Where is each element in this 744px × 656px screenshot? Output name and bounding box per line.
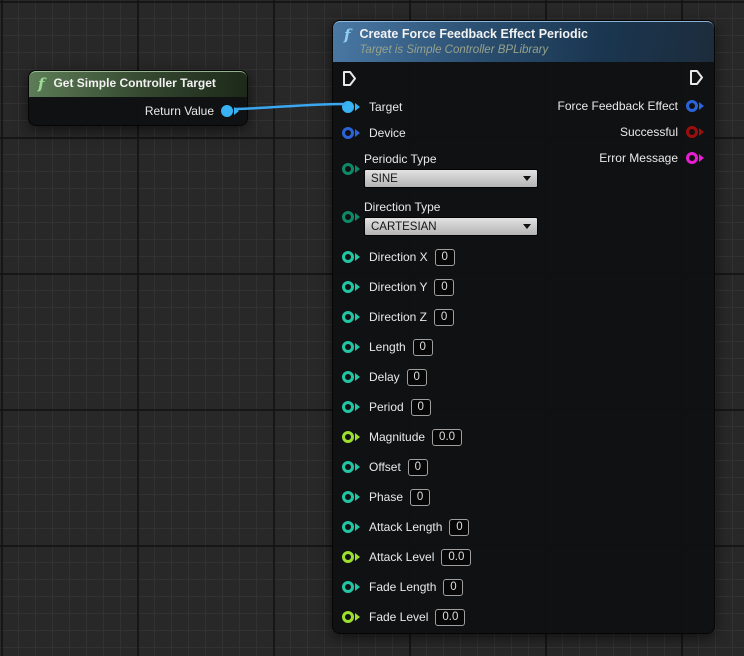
period-input[interactable] <box>410 398 431 416</box>
node-title: Create Force Feedback Effect Periodic <box>359 27 589 41</box>
pin-row: Periodic Type SINE <box>333 146 714 194</box>
period-pin[interactable] <box>342 401 360 413</box>
node-header[interactable]: f Create Force Feedback Effect Periodic … <box>333 21 714 62</box>
attack-length-pin[interactable] <box>342 521 360 533</box>
pin-row: Direction X <box>333 242 714 272</box>
chevron-down-icon <box>523 176 531 181</box>
function-icon: f <box>344 26 351 44</box>
pin-label: Force Feedback Effect <box>557 99 678 113</box>
pin-row: Attack Length <box>333 512 714 542</box>
pin-row: Period <box>333 392 714 422</box>
direction-z-input[interactable] <box>434 308 455 326</box>
pin-row: Delay <box>333 362 714 392</box>
delay-pin[interactable] <box>342 371 360 383</box>
successful-pin[interactable] <box>686 126 704 138</box>
exec-in-pin[interactable] <box>342 70 357 87</box>
pin-row: Fade Length <box>333 572 714 602</box>
pin-row: Direction Y <box>333 272 714 302</box>
length-pin[interactable] <box>342 341 360 353</box>
node-create-force-feedback-effect-periodic[interactable]: f Create Force Feedback Effect Periodic … <box>332 20 715 634</box>
chevron-down-icon <box>523 224 531 229</box>
node-header[interactable]: f Get Simple Controller Target <box>29 71 247 97</box>
pin-label: Target <box>369 100 403 114</box>
pin-row: Successful <box>504 119 714 145</box>
dropdown-selected-value: SINE <box>371 172 398 185</box>
error-message-pin[interactable] <box>686 152 704 164</box>
pin-label: Period <box>369 400 404 414</box>
pin-row: Offset <box>333 452 714 482</box>
periodic-type-dropdown[interactable]: SINE <box>364 169 538 188</box>
pin-label: Delay <box>369 370 400 384</box>
node-subtitle: Target is Simple Controller BPLibrary <box>359 44 549 56</box>
pin-label: Phase <box>369 490 404 504</box>
direction-y-pin[interactable] <box>342 281 360 293</box>
force-feedback-effect-pin[interactable] <box>686 100 704 112</box>
pin-row: Attack Level <box>333 542 714 572</box>
magnitude-pin[interactable] <box>342 431 360 443</box>
connection-wire-return-to-target[interactable] <box>234 102 347 111</box>
pin-row: Direction Z <box>333 302 714 332</box>
pin-label: Device <box>369 126 406 140</box>
pin-row: Phase <box>333 482 714 512</box>
direction-type-dropdown[interactable]: CARTESIAN <box>364 217 538 236</box>
node-title: Get Simple Controller Target <box>53 76 216 90</box>
pin-row: Target <box>333 94 714 120</box>
pin-label: Direction X <box>369 250 428 264</box>
pin-label: Direction Z <box>369 310 428 324</box>
pin-row: Direction Type CARTESIAN <box>333 194 714 242</box>
direction-y-input[interactable] <box>434 278 455 296</box>
pin-row: Magnitude <box>333 422 714 452</box>
direction-x-pin[interactable] <box>342 251 360 263</box>
pin-label: Direction Y <box>369 280 428 294</box>
return-value-pin[interactable] <box>221 105 239 117</box>
pin-label: Fade Level <box>369 610 429 624</box>
fade-level-pin[interactable] <box>342 611 360 623</box>
pin-label: Magnitude <box>369 430 426 444</box>
function-icon: f <box>38 75 45 93</box>
pin-row: Force Feedback Effect <box>504 93 714 119</box>
direction-type-pin[interactable] <box>342 211 360 223</box>
pin-label: Attack Level <box>369 550 435 564</box>
fade-length-pin[interactable] <box>342 581 360 593</box>
offset-input[interactable] <box>407 458 428 476</box>
node-get-simple-controller-target[interactable]: f Get Simple Controller Target Return Va… <box>28 70 248 126</box>
pin-row: Error Message <box>504 145 714 171</box>
pin-label: Direction Type <box>364 200 441 214</box>
fade-length-input[interactable] <box>443 578 464 596</box>
periodic-type-pin[interactable] <box>342 163 360 175</box>
pin-label: Successful <box>619 125 678 139</box>
attack-level-pin[interactable] <box>342 551 360 563</box>
pin-label: Offset <box>369 460 401 474</box>
direction-z-pin[interactable] <box>342 311 360 323</box>
pin-row: Length <box>333 332 714 362</box>
pin-row: Fade Level <box>333 602 714 632</box>
pin-label: Periodic Type <box>364 152 437 166</box>
fade-level-input[interactable] <box>435 608 466 626</box>
pin-label: Return Value <box>144 104 214 118</box>
pin-label: Attack Length <box>369 520 443 534</box>
attack-length-input[interactable] <box>449 518 470 536</box>
delay-input[interactable] <box>406 368 427 386</box>
pin-label: Fade Length <box>369 580 437 594</box>
pin-row: Device <box>333 120 714 146</box>
exec-out-pin[interactable] <box>689 69 704 86</box>
direction-x-input[interactable] <box>434 248 455 266</box>
magnitude-input[interactable] <box>432 428 463 446</box>
attack-level-input[interactable] <box>441 548 472 566</box>
length-input[interactable] <box>412 338 433 356</box>
dropdown-selected-value: CARTESIAN <box>371 220 437 233</box>
pin-label: Length <box>369 340 406 354</box>
device-pin[interactable] <box>342 127 360 139</box>
offset-pin[interactable] <box>342 461 360 473</box>
phase-input[interactable] <box>410 488 431 506</box>
pin-label: Error Message <box>599 151 678 165</box>
phase-pin[interactable] <box>342 491 360 503</box>
